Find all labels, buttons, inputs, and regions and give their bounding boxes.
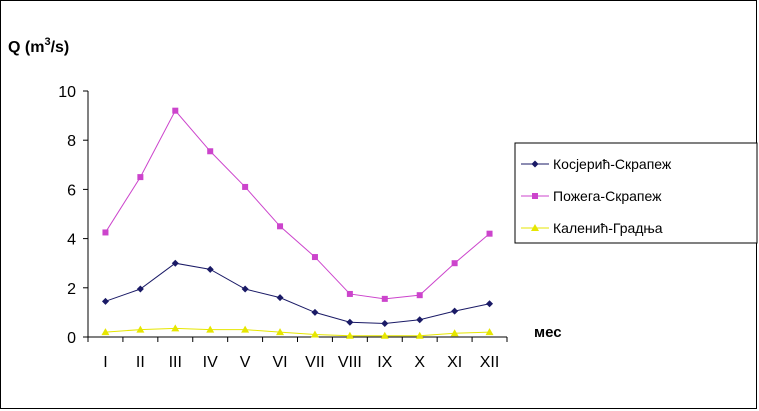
series-line bbox=[105, 327, 490, 337]
legend-marker bbox=[532, 193, 538, 199]
x-tick-label: X bbox=[414, 354, 425, 371]
x-tick-label: VI bbox=[272, 354, 287, 371]
data-point bbox=[311, 254, 318, 261]
x-tick-label: VII bbox=[305, 354, 325, 371]
data-point bbox=[171, 259, 179, 267]
data-point bbox=[171, 324, 180, 332]
data-point bbox=[486, 300, 494, 308]
series-1 bbox=[101, 259, 494, 327]
x-tick-label: IX bbox=[377, 354, 392, 371]
data-point bbox=[206, 325, 215, 333]
x-tick-label: IV bbox=[203, 354, 218, 371]
y-tick-label: 10 bbox=[58, 84, 76, 101]
legend-label: Пожега-Скрапеж bbox=[553, 188, 662, 204]
data-point bbox=[451, 260, 458, 267]
data-point bbox=[451, 307, 459, 315]
data-point bbox=[206, 265, 214, 273]
data-point bbox=[136, 285, 144, 293]
data-point bbox=[241, 325, 250, 333]
data-point bbox=[310, 330, 319, 338]
data-point bbox=[276, 294, 284, 302]
data-point bbox=[450, 329, 459, 337]
data-point bbox=[346, 290, 353, 297]
y-tick-label: 8 bbox=[67, 133, 76, 150]
y-axis-label: Q (m3/s) bbox=[8, 36, 69, 56]
data-point bbox=[101, 297, 109, 305]
legend-label: Косјерић-Скрапеж bbox=[553, 156, 672, 172]
series-2 bbox=[102, 107, 493, 302]
x-tick-label: V bbox=[240, 354, 251, 371]
y-tick-label: 2 bbox=[67, 281, 76, 298]
series-layer bbox=[101, 107, 494, 339]
data-point bbox=[345, 331, 354, 339]
x-tick-label: XII bbox=[480, 354, 500, 371]
legend-marker bbox=[531, 160, 539, 168]
legend-marker bbox=[531, 224, 539, 231]
data-point bbox=[276, 328, 285, 336]
series-line bbox=[105, 262, 490, 324]
x-tick-label: VIII bbox=[338, 354, 362, 371]
y-tick-label: 0 bbox=[67, 330, 76, 347]
legend: Косјерић-Скрапеж Пожега-Скрапеж Каленић-Гр… bbox=[514, 142, 758, 244]
legend-label: Каленић-Градња bbox=[553, 220, 663, 236]
data-point bbox=[241, 285, 249, 293]
data-point bbox=[137, 174, 144, 181]
x-tick-label: XI bbox=[447, 354, 462, 371]
series-line bbox=[105, 109, 490, 300]
legend-box bbox=[514, 142, 758, 244]
data-point bbox=[416, 292, 423, 299]
x-tick-label: II bbox=[136, 354, 145, 371]
data-point bbox=[380, 331, 389, 339]
data-point bbox=[485, 328, 494, 336]
data-point bbox=[102, 229, 109, 236]
data-point bbox=[381, 319, 389, 327]
y-tick-label: 4 bbox=[67, 232, 76, 249]
x-axis-label: мес bbox=[534, 324, 562, 341]
data-point bbox=[415, 331, 424, 339]
data-point bbox=[172, 107, 179, 114]
data-point bbox=[277, 223, 284, 230]
data-point bbox=[311, 308, 319, 316]
data-point bbox=[207, 148, 214, 155]
data-point bbox=[416, 316, 424, 324]
data-point bbox=[136, 325, 145, 333]
data-point bbox=[101, 328, 110, 336]
data-point bbox=[242, 183, 249, 190]
x-tick-label: I bbox=[103, 354, 107, 371]
data-point bbox=[486, 230, 493, 237]
data-point bbox=[346, 318, 354, 326]
y-tick-label: 6 bbox=[67, 182, 76, 199]
series-3 bbox=[101, 324, 494, 339]
x-tick-label: III bbox=[169, 354, 182, 371]
data-point bbox=[381, 295, 388, 302]
